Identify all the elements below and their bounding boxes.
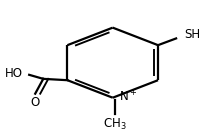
Text: CH$_3$: CH$_3$ <box>102 117 126 132</box>
Text: HO: HO <box>5 67 23 80</box>
Text: O: O <box>30 96 40 109</box>
Text: SH: SH <box>183 28 199 41</box>
Text: N$^+$: N$^+$ <box>118 89 137 105</box>
